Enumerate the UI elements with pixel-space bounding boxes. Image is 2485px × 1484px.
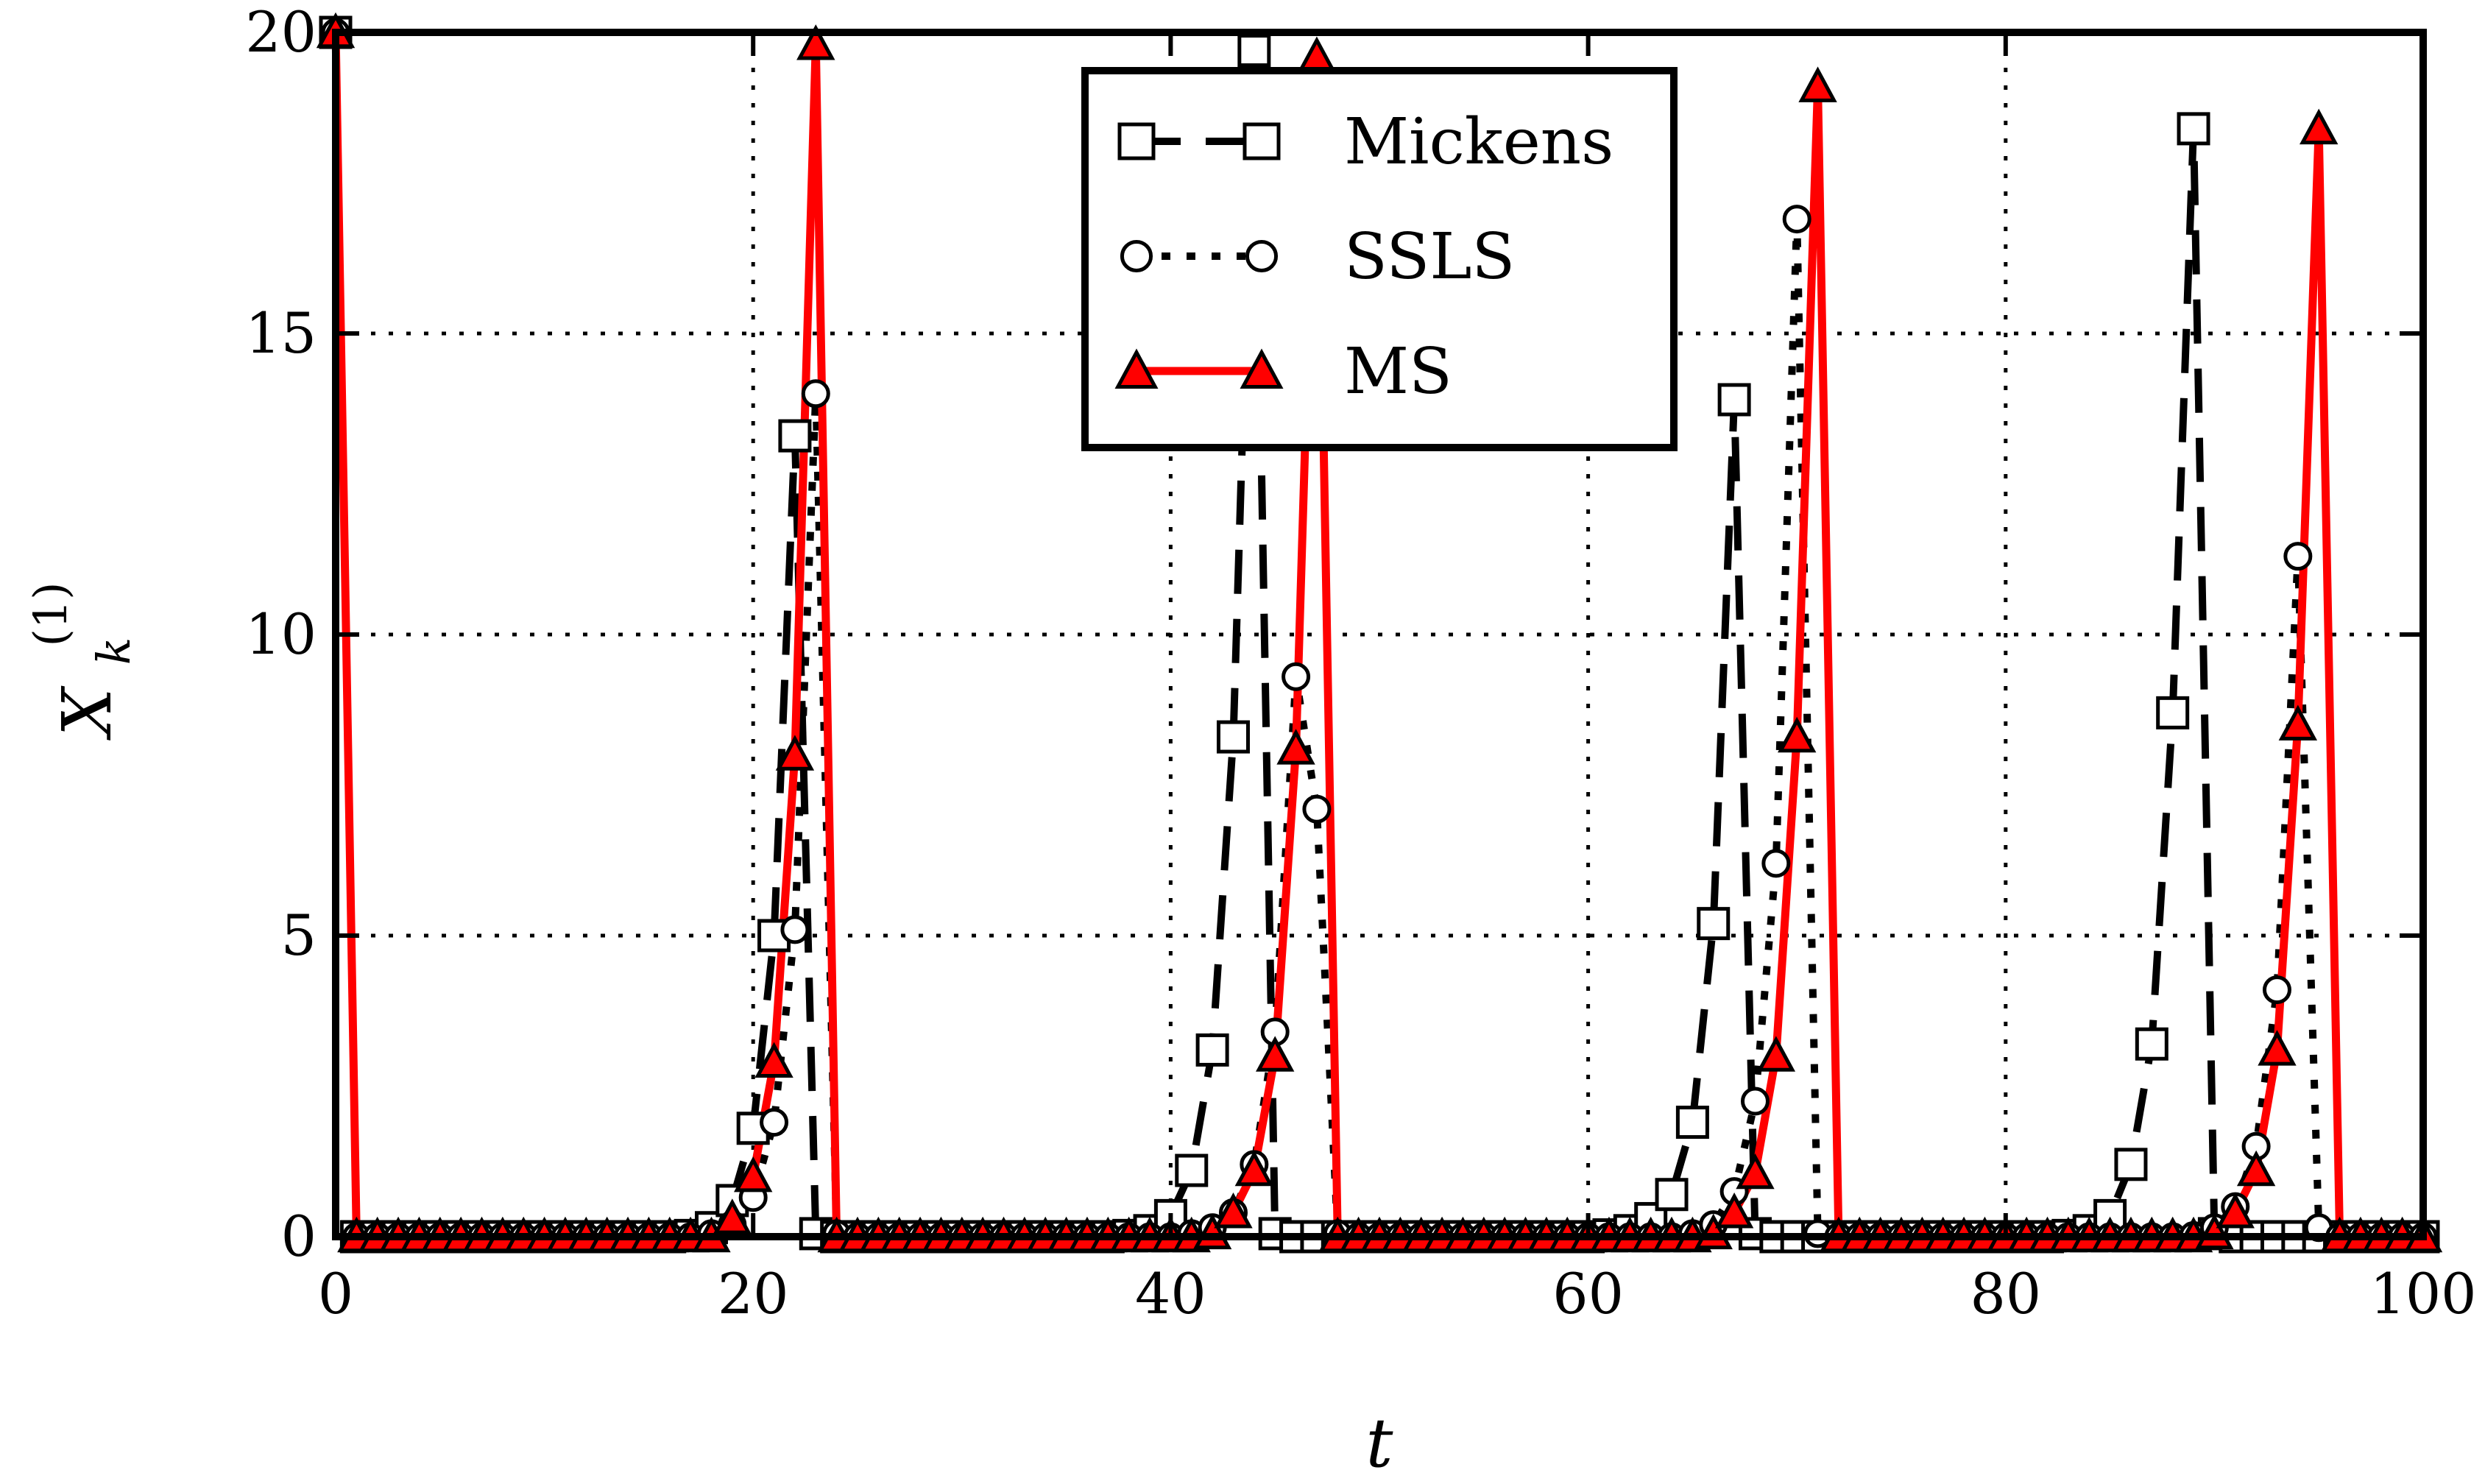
legend-label-ssls: SSLS: [1344, 220, 1515, 294]
data-point-mickens: [1697, 907, 1731, 941]
data-point-ssls: [760, 1108, 789, 1137]
data-point-mickens: [2135, 1027, 2168, 1061]
data-point-ms: [1234, 1150, 1274, 1187]
y-axis-label-subscript: k: [87, 637, 141, 665]
y-axis-label-main: X: [48, 685, 127, 741]
legend-label-ms: MS: [1344, 335, 1452, 409]
svg-text:X k (1): X k (1): [24, 582, 146, 741]
data-point-ms: [1256, 1036, 1295, 1072]
legend-marker-mickens: [1242, 122, 1281, 160]
data-point-ms: [2278, 704, 2318, 741]
legend-marker-ssls: [1245, 239, 1279, 273]
data-point-ms: [2258, 1030, 2297, 1066]
data-point-ssls: [1282, 662, 1311, 691]
data-point-ms: [2236, 1150, 2276, 1187]
data-point-mickens: [1717, 383, 1751, 417]
x-tick-label: 60: [1552, 1261, 1624, 1326]
data-point-mickens: [1655, 1178, 1689, 1212]
data-point-ms: [796, 24, 835, 60]
data-point-ssls: [1740, 1086, 1770, 1116]
x-tick-label: 100: [2369, 1261, 2476, 1326]
data-point-ssls: [2262, 975, 2291, 1005]
x-tick-label: 0: [318, 1261, 353, 1326]
x-tick-label: 20: [718, 1261, 789, 1326]
y-axis-label: X k (1): [24, 582, 146, 741]
data-point-ssls: [801, 379, 830, 409]
y-tick-label: 5: [281, 902, 317, 968]
data-point-ssls: [780, 915, 810, 944]
x-tick-label: 80: [1970, 1261, 2041, 1326]
data-point-ms: [1276, 729, 1315, 765]
legend-marker-ms: [1114, 348, 1159, 389]
data-point-mickens: [2114, 1148, 2148, 1181]
data-point-ms: [1714, 1192, 1754, 1229]
data-point-ssls: [1302, 794, 1332, 824]
legend: Mickens SSLS MS: [1081, 67, 1678, 451]
data-point-ms: [713, 1198, 752, 1234]
data-point-mickens: [2177, 112, 2210, 146]
data-point-ms: [734, 1156, 773, 1192]
data-point-mickens: [1675, 1106, 1709, 1140]
y-axis-label-superscript: (1): [24, 582, 77, 647]
data-point-ssls: [1761, 849, 1791, 878]
ticks: 0 20 40 60 80 100 0 5 10 15 20: [245, 0, 2476, 1326]
data-point-mickens: [1216, 720, 1250, 754]
y-tick-label: 10: [245, 601, 317, 667]
legend-marker-ssls: [1120, 239, 1153, 273]
data-point-ms: [1736, 1153, 1775, 1190]
data-point-mickens: [2156, 696, 2190, 729]
data-point-ms: [2300, 108, 2339, 145]
legend-marker-mickens: [1117, 122, 1156, 160]
y-tick-label: 0: [281, 1204, 317, 1269]
data-point-ms: [754, 1042, 793, 1078]
data-point-ms: [775, 735, 815, 771]
data-point-ms: [1778, 716, 1817, 753]
data-point-ms: [2216, 1192, 2255, 1229]
legend-marker-ms: [1240, 348, 1284, 389]
legend-label-mickens: Mickens: [1344, 105, 1613, 179]
data-point-ssls: [2283, 542, 2313, 571]
data-point-ssls: [1782, 205, 1811, 234]
data-point-mickens: [1195, 1033, 1229, 1067]
legend-box: [1081, 67, 1678, 451]
data-point-ms: [1798, 66, 1837, 102]
x-axis-label: t: [1366, 1404, 1394, 1483]
y-tick-label: 15: [245, 300, 317, 366]
data-point-ms: [1297, 36, 1337, 72]
data-point-mickens: [1175, 1153, 1209, 1187]
x-tick-label: 40: [1135, 1261, 1206, 1326]
y-tick-label: 20: [245, 0, 317, 65]
data-point-mickens: [778, 419, 812, 453]
data-point-ms: [1214, 1192, 1253, 1229]
axis-labels: t X k (1): [24, 582, 1394, 1483]
data-point-mickens: [1237, 34, 1271, 68]
data-point-ms: [1756, 1036, 1796, 1072]
